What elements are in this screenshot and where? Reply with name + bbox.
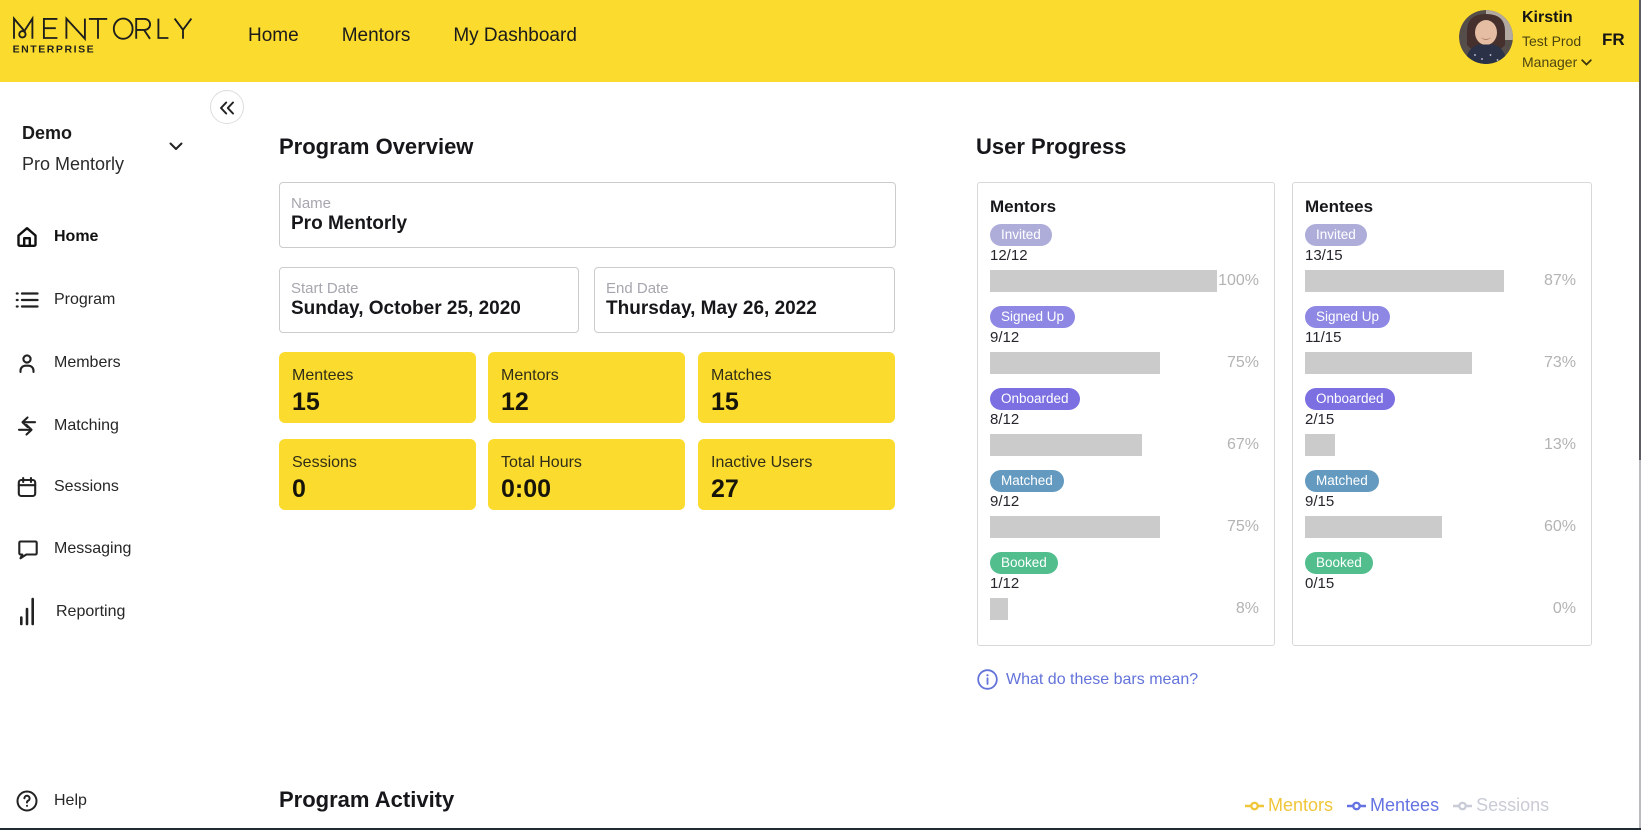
svg-text:ENTERPRISE: ENTERPRISE <box>13 44 96 56</box>
